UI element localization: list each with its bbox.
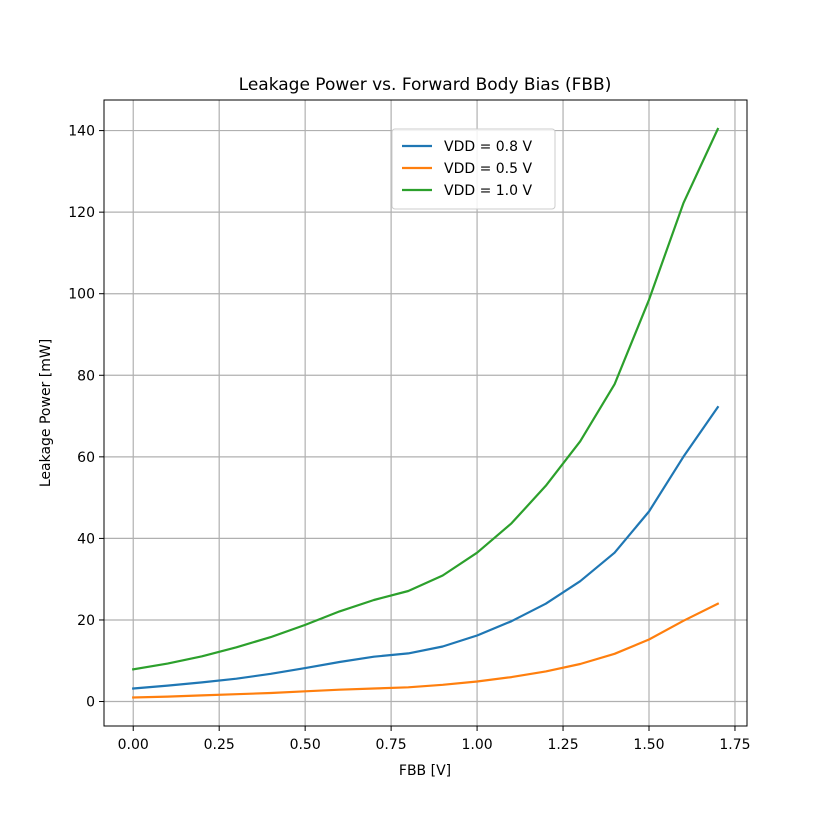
plot-series	[131, 127, 720, 699]
y-tick-label: 60	[77, 450, 95, 466]
y-tick-label: 140	[68, 124, 95, 140]
x-tick-label: 1.75	[719, 737, 750, 753]
axis-ticks: 0.00 0.25 0.50 0.75 1.00 1.25 1.50 1.75 0 20 40 60 8…	[68, 124, 750, 753]
x-tick-label: 0.00	[118, 737, 149, 753]
series-line-2	[131, 127, 720, 671]
x-tick-label: 1.25	[547, 737, 578, 753]
y-tick-label: 80	[77, 368, 95, 384]
y-axis-label: Leakage Power [mW]	[38, 339, 54, 487]
grid	[104, 100, 747, 726]
legend-label-2: VDD = 1.0 V	[444, 183, 532, 199]
x-tick-label: 0.25	[204, 737, 235, 753]
x-tick-label: 0.50	[290, 737, 321, 753]
y-tick-label: 20	[77, 613, 95, 629]
legend-label-1: VDD = 0.5 V	[444, 161, 532, 177]
legend: VDD = 0.8 V VDD = 0.5 V VDD = 1.0 V	[391, 128, 556, 210]
y-tick-label: 0	[86, 695, 95, 711]
x-axis-label: FBB [V]	[399, 763, 451, 779]
x-tick-label: 1.00	[461, 737, 492, 753]
legend-label-0: VDD = 0.8 V	[444, 139, 532, 155]
y-tick-label: 120	[68, 205, 95, 221]
chart-title: Leakage Power vs. Forward Body Bias (FBB…	[239, 75, 612, 95]
x-tick-label: 1.50	[633, 737, 664, 753]
series-line-1	[132, 602, 720, 699]
series-line-0	[132, 405, 720, 690]
legend-box	[391, 128, 556, 210]
y-tick-label: 100	[68, 287, 95, 303]
plot-frame	[103, 99, 748, 727]
y-tick-label: 40	[77, 531, 95, 547]
x-tick-label: 0.75	[376, 737, 407, 753]
